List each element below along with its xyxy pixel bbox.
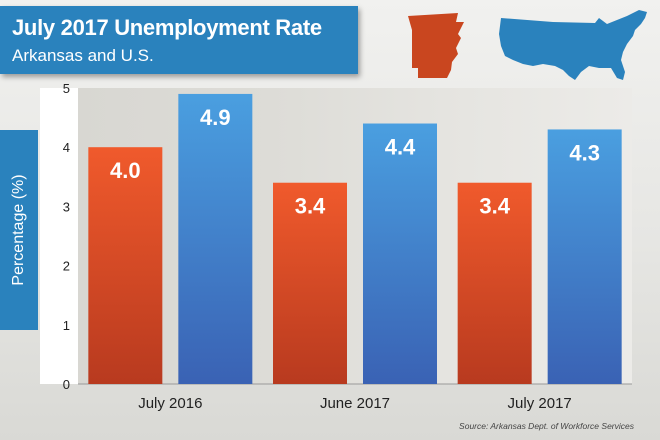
bar (178, 93, 253, 385)
us-map-icon (499, 10, 647, 80)
bar-value-label: 3.4 (295, 194, 326, 219)
arkansas-map-icon (408, 13, 464, 78)
source-note: Source: Arkansas Dept. of Workforce Serv… (459, 421, 634, 431)
y-tick-label: 3 (63, 199, 70, 214)
bar-value-label: 4.4 (385, 135, 416, 160)
bar (88, 147, 163, 384)
y-axis-label-box: Percentage (%) (0, 130, 38, 330)
y-tick-label: 5 (63, 81, 70, 96)
bar-value-label: 4.9 (200, 105, 231, 130)
y-tick-label: 4 (63, 140, 70, 155)
title-banner: July 2017 Unemployment Rate Arkansas and… (0, 6, 358, 74)
bar (457, 182, 532, 384)
bar-value-label: 4.3 (569, 140, 600, 165)
x-tick-label: July 2016 (138, 395, 202, 412)
bar (363, 123, 437, 385)
plot-area (78, 88, 632, 384)
x-tick-label: July 2017 (508, 395, 572, 412)
bar-value-label: 4.0 (110, 158, 141, 183)
y-tick-label: 2 (63, 259, 70, 274)
bar-value-label: 3.4 (479, 194, 510, 219)
chart-subtitle: Arkansas and U.S. (12, 46, 154, 65)
x-tick-label: June 2017 (320, 395, 390, 412)
bar (273, 182, 347, 384)
y-tick-label: 1 (63, 318, 70, 333)
chart-title: July 2017 Unemployment Rate (12, 15, 322, 40)
bar (547, 129, 622, 384)
y-tick-label: 0 (63, 377, 70, 392)
